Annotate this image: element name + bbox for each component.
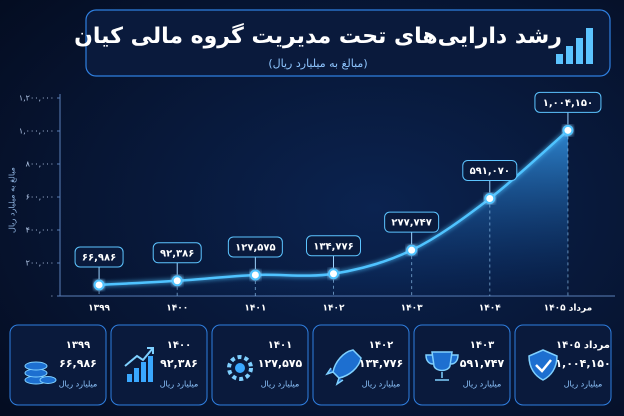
title-icon <box>556 28 593 64</box>
card-year: ۱۳۹۹ <box>66 340 90 351</box>
card-unit: میلیارد ریال <box>160 380 199 389</box>
x-tick-label: ۱۳۹۹ <box>88 304 110 314</box>
callout-box <box>462 159 518 181</box>
card <box>110 324 208 406</box>
card-icon <box>227 355 253 381</box>
callout-box <box>534 91 602 113</box>
x-tick-label: ۱۴۰۴ <box>479 304 501 314</box>
card <box>514 324 612 406</box>
y-axis-label: مبالغ به میلیارد ریال <box>8 167 17 233</box>
icon-part <box>134 368 139 382</box>
x-tick-label: ۱۴۰۳ <box>401 304 423 314</box>
y-tick-label: ۰ <box>50 292 54 301</box>
area <box>99 130 568 296</box>
card-year: مرداد ۱۴۰۵ <box>556 340 610 351</box>
y-tick-label: ۱,۰۰۰,۰۰۰ <box>19 127 54 136</box>
card-value: ۱۳۴,۷۷۶ <box>359 357 403 370</box>
icon-part <box>124 347 154 367</box>
card-unit: میلیارد ریال <box>362 380 401 389</box>
card-icon <box>124 347 154 382</box>
card-icon <box>528 349 558 381</box>
data-label: ۱۲۷,۵۷۵ <box>235 242 275 253</box>
icon-part <box>39 376 57 384</box>
card-unit: میلیارد ریال <box>463 380 502 389</box>
y-tick-label: ۸۰۰,۰۰۰ <box>26 160 54 169</box>
point <box>328 268 339 280</box>
icon-part <box>425 351 459 381</box>
chart-subtitle: (مبالغ به میلیارد ریال) <box>268 57 367 70</box>
point <box>249 269 261 281</box>
card-value: ۶۶,۹۸۶ <box>59 357 97 370</box>
point <box>406 244 418 256</box>
title-box <box>85 9 611 77</box>
icon-part <box>227 355 253 381</box>
card-year: ۱۴۰۱ <box>268 340 292 351</box>
callout-box <box>227 236 283 258</box>
card-value: ۱۲۷,۵۷۵ <box>258 357 303 370</box>
card-year: ۱۴۰۰ <box>167 340 191 351</box>
icon-part <box>24 361 48 371</box>
card-unit: میلیارد ریال <box>59 380 98 389</box>
point <box>562 124 574 136</box>
icon-part <box>535 359 552 373</box>
callout-box <box>152 242 202 264</box>
point <box>484 192 496 204</box>
card <box>9 324 107 406</box>
x-tick-label: ۱۴۰۱ <box>244 304 266 314</box>
data-label: ۶۶,۹۸۶ <box>82 252 116 263</box>
icon-part <box>127 374 132 382</box>
card-icon <box>325 349 362 386</box>
y-tick-label: ۶۰۰,۰۰۰ <box>26 193 54 202</box>
y-tick-label: ۲۰۰,۰۰۰ <box>26 259 54 268</box>
icon-part <box>141 362 146 382</box>
y-tick-label: ۴۰۰,۰۰۰ <box>26 226 54 235</box>
card-icon <box>425 351 459 381</box>
card <box>211 324 309 406</box>
data-label: ۱,۰۰۴,۱۵۰ <box>543 98 593 109</box>
card-icon <box>24 361 57 385</box>
card-unit: میلیارد ریال <box>261 380 300 389</box>
data-label: ۱۳۴,۷۷۶ <box>313 241 353 252</box>
card-value: ۱,۰۰۴,۱۵۰ <box>555 357 610 370</box>
data-label: ۵۹۱,۰۷۰ <box>470 166 510 177</box>
card-year: ۱۴۰۳ <box>470 340 494 351</box>
x-tick-label: ۱۴۰۲ <box>323 304 345 314</box>
icon-part <box>235 363 245 373</box>
card-value: ۹۲,۳۸۶ <box>160 357 198 370</box>
icon-part <box>148 356 153 382</box>
card-year: ۱۴۰۲ <box>369 340 393 351</box>
card <box>312 324 410 406</box>
card-value: ۵۹۱,۷۴۷ <box>460 357 505 370</box>
data-label: ۹۲,۳۸۶ <box>160 248 194 259</box>
chart-title: رشد دارایی‌های تحت مدیریت گروه مالی کیان <box>74 22 562 49</box>
icon-part <box>528 349 558 381</box>
card <box>413 324 511 406</box>
x-tick-label: ۱۴۰۰ <box>166 304 188 314</box>
card-unit: میلیارد ریال <box>564 380 603 389</box>
callout-box <box>384 211 440 233</box>
callout-box <box>74 246 124 268</box>
y-tick-label: ۱,۲۰۰,۰۰۰ <box>19 94 54 103</box>
callout-box <box>306 235 361 257</box>
x-tick-label: مرداد ۱۴۰۵ <box>544 304 593 314</box>
icon-part <box>325 349 362 386</box>
point <box>171 275 183 287</box>
data-label: ۲۷۷,۷۴۷ <box>391 218 431 229</box>
point <box>93 279 105 291</box>
